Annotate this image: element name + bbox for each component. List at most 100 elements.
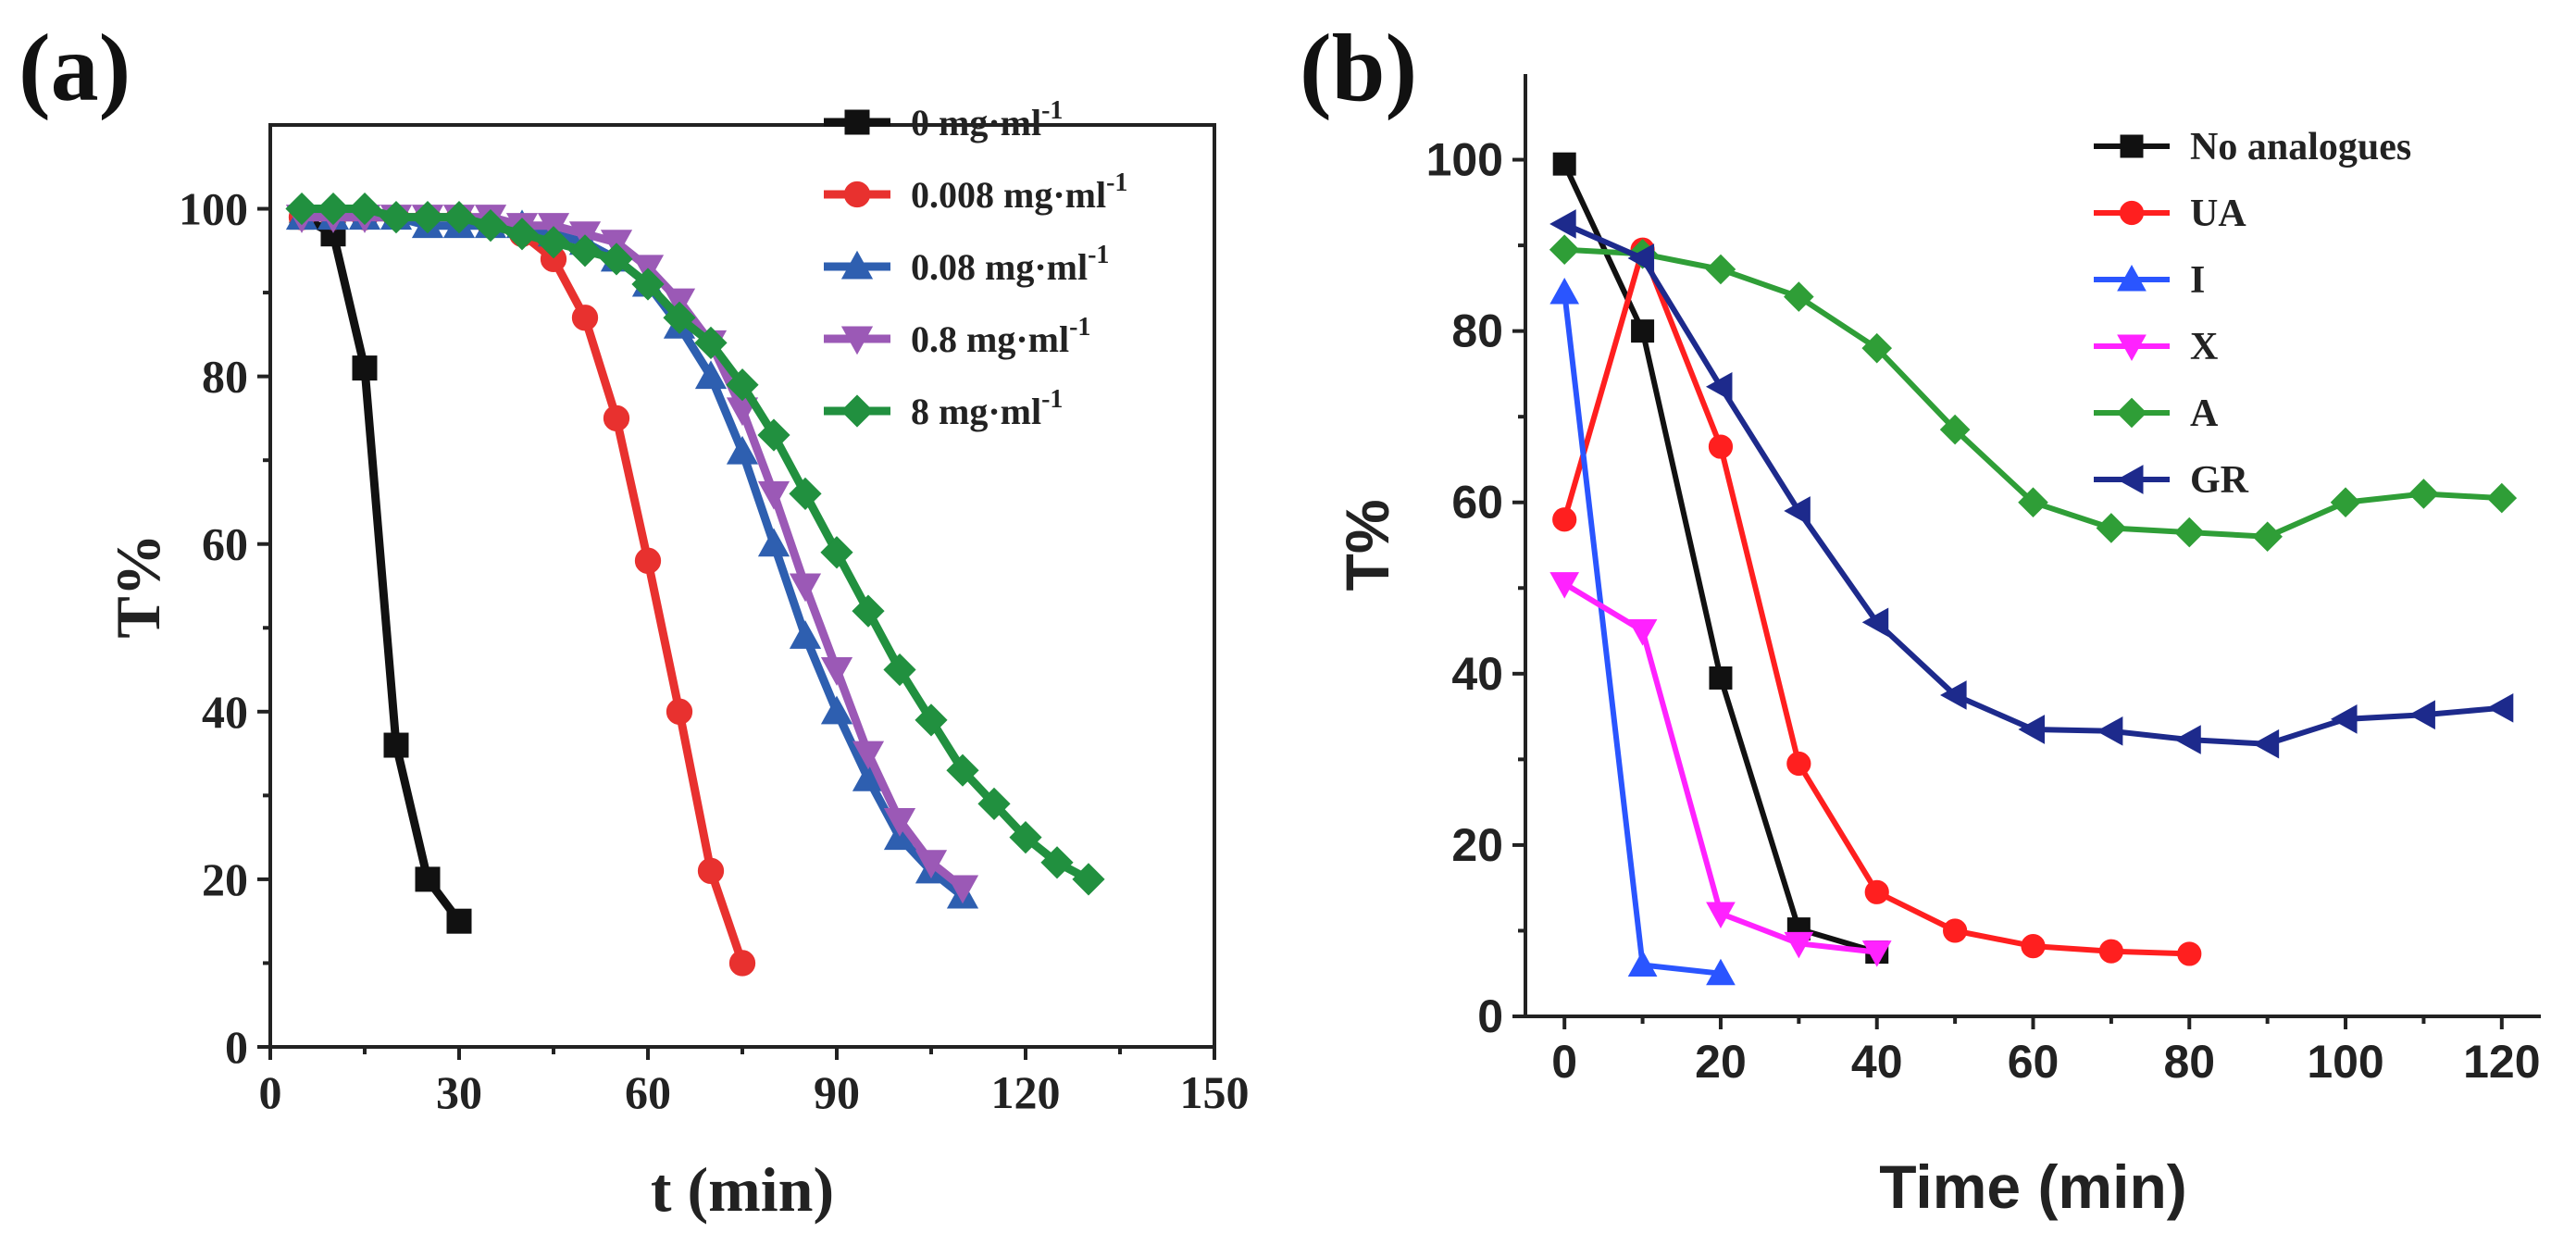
- x-tick-label: 150: [1180, 1066, 1250, 1118]
- data-point: [2486, 692, 2514, 723]
- x-tick-label: 60: [625, 1066, 671, 1118]
- data-point: [2331, 704, 2358, 734]
- data-point: [1709, 666, 1733, 690]
- series-line: [1562, 221, 2503, 747]
- series-line: [299, 213, 463, 924]
- legend-label-text: 0 mg·ml: [911, 102, 1041, 143]
- y-tick-label: 0: [1477, 990, 1503, 1042]
- legend-entry: UA: [2094, 193, 2246, 235]
- legend-entry: GR: [2094, 459, 2249, 502]
- y-tick-label: 80: [1451, 305, 1503, 357]
- data-point: [1549, 572, 1580, 599]
- series-2: [285, 201, 979, 909]
- legend-label-superscript: -1: [1041, 385, 1063, 414]
- data-point: [2252, 728, 2280, 759]
- legend-label-superscript: -1: [1041, 96, 1063, 125]
- x-tick-label: 0: [259, 1066, 282, 1118]
- data-point: [631, 268, 665, 301]
- data-point: [2408, 700, 2435, 730]
- legend-entry: 8 mg·ml-1: [824, 385, 1063, 432]
- data-point: [380, 200, 413, 234]
- y-tick-label: 20: [1451, 819, 1503, 871]
- series-line: [1562, 581, 1878, 955]
- data-point: [1784, 931, 1814, 959]
- y-axis-title: T%: [103, 533, 173, 638]
- data-point: [757, 418, 790, 452]
- data-point: [1861, 940, 1892, 967]
- legend-label: 8 mg·ml-1: [911, 385, 1063, 432]
- data-point: [1940, 680, 1967, 710]
- legend-label: 0.08 mg·ml-1: [911, 241, 1109, 288]
- data-point: [1549, 209, 1576, 239]
- legend-label-text: 0.08 mg·ml: [911, 246, 1088, 288]
- legend-entry: A: [2094, 392, 2219, 435]
- x-tick-label: 30: [436, 1066, 482, 1118]
- data-point: [1627, 243, 1655, 273]
- legend-entry: I: [2094, 259, 2205, 302]
- y-tick-label: 0: [225, 1021, 248, 1073]
- series-2: [1549, 277, 1736, 986]
- x-axis-title: t (min): [651, 1154, 834, 1225]
- data-point: [2021, 934, 2046, 959]
- data-point: [1786, 751, 1811, 777]
- data-point: [2018, 715, 2045, 744]
- data-point: [757, 480, 790, 510]
- data-point: [1552, 507, 1577, 532]
- data-point: [1631, 319, 1655, 343]
- panel-label: (b): [1300, 15, 1417, 121]
- data-point: [603, 405, 630, 432]
- data-point: [1864, 879, 1889, 904]
- data-point: [883, 653, 916, 687]
- legend-label-text: X: [2190, 326, 2218, 368]
- data-point: [946, 753, 979, 787]
- y-tick-label: 20: [202, 853, 248, 905]
- data-point: [789, 620, 822, 649]
- data-point: [2486, 482, 2518, 514]
- y-tick-label: 40: [1451, 648, 1503, 700]
- data-point: [2096, 716, 2123, 746]
- legend-entry: 0.008 mg·ml-1: [824, 168, 1127, 216]
- x-tick-label: 90: [814, 1066, 860, 1118]
- legend-label: 0 mg·ml-1: [911, 96, 1063, 143]
- data-point: [946, 875, 979, 904]
- legend-entry: 0 mg·ml-1: [824, 96, 1063, 143]
- series-line: [302, 213, 965, 900]
- y-tick-label: 40: [202, 686, 248, 738]
- x-tick-label: 40: [1851, 1036, 1903, 1088]
- y-tick-label: 80: [202, 351, 248, 403]
- data-point: [2173, 517, 2205, 548]
- data-point: [883, 808, 916, 837]
- legend-label-superscript: -1: [1069, 313, 1090, 342]
- data-point: [694, 360, 728, 390]
- data-point: [1705, 371, 1733, 402]
- series-4: [1549, 234, 2518, 553]
- data-point: [694, 326, 728, 360]
- data-point: [2018, 487, 2048, 518]
- legend-marker: [2120, 134, 2144, 158]
- legend-marker: [2119, 200, 2145, 226]
- y-axis-title: T%: [1333, 500, 1401, 591]
- legend-label-text: 0.008 mg·ml: [911, 174, 1106, 216]
- data-point: [757, 528, 790, 557]
- legend-entry: X: [2094, 326, 2218, 368]
- data-point: [1552, 152, 1576, 176]
- legend-label: X: [2190, 326, 2218, 368]
- legend-label: 0.008 mg·ml-1: [911, 168, 1127, 216]
- data-point: [726, 368, 759, 402]
- legend-label-superscript: -1: [1106, 168, 1127, 197]
- y-tick-label: 100: [179, 183, 248, 235]
- data-point: [789, 573, 822, 603]
- data-point: [726, 435, 759, 465]
- data-point: [474, 209, 507, 243]
- legend-marker: [2116, 465, 2144, 494]
- data-point: [663, 301, 696, 334]
- data-point: [1705, 254, 1736, 285]
- data-point: [600, 243, 633, 276]
- data-point: [820, 536, 853, 569]
- data-point: [666, 698, 693, 725]
- legend-label-text: No analogues: [2190, 126, 2411, 168]
- y-tick-label: 60: [202, 518, 248, 570]
- data-point: [1708, 434, 1734, 459]
- legend-label-text: 8 mg·ml: [911, 391, 1041, 432]
